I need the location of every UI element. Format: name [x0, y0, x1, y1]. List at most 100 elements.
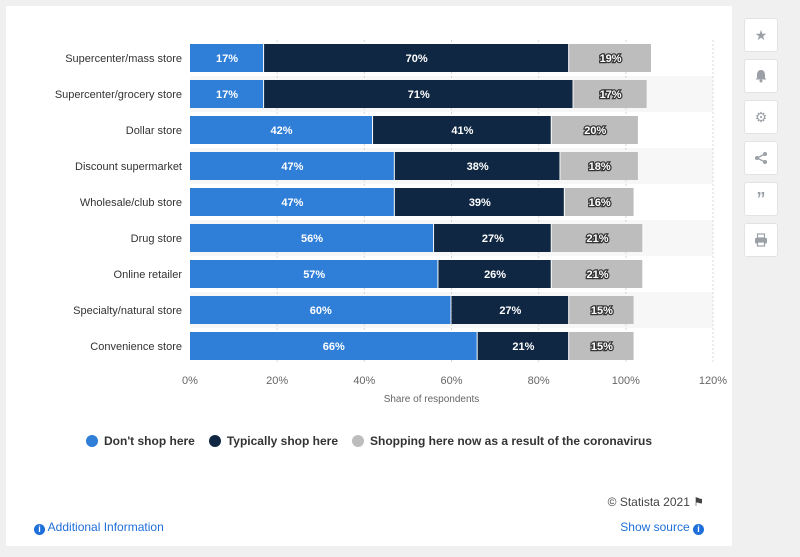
data-label: 17% — [600, 89, 622, 101]
bar-segment — [190, 296, 451, 324]
data-label: 21% — [512, 341, 534, 353]
bar-segment — [477, 332, 569, 360]
category-label: Specialty/natural store — [73, 305, 182, 317]
star-icon: ★ — [754, 26, 768, 43]
bar-segment — [190, 80, 264, 108]
settings-button[interactable]: ⚙ — [744, 100, 778, 134]
legend-label-coronavirus: Shopping here now as a result of the cor… — [370, 434, 653, 448]
legend-dot-typically-shop — [208, 435, 221, 447]
data-label: 15% — [591, 305, 613, 317]
category-label: Supercenter/mass store — [65, 53, 182, 65]
category-label: Online retailer — [114, 269, 183, 281]
star-button[interactable]: ★ — [744, 18, 778, 52]
bar-segment — [560, 152, 638, 180]
data-label: 20% — [584, 125, 606, 137]
x-tick-label: 40% — [353, 375, 375, 387]
cite-button[interactable]: ” — [744, 182, 778, 216]
bar-segment — [569, 296, 634, 324]
data-label: 21% — [586, 269, 608, 281]
additional-info-link[interactable]: i Additional Information — [34, 520, 164, 535]
legend-dot-dont-shop — [86, 435, 98, 447]
data-label: 39% — [469, 197, 491, 209]
quote-icon: ” — [756, 188, 766, 209]
bar-segment — [394, 188, 564, 216]
print-button[interactable] — [744, 223, 778, 257]
show-source-link[interactable]: Show source i — [620, 520, 704, 535]
data-label: 38% — [467, 161, 489, 173]
bar-segment — [264, 44, 569, 72]
bar-segment — [190, 332, 477, 360]
x-axis-label: Share of respondents — [384, 394, 480, 405]
data-label: 47% — [281, 197, 303, 209]
data-label: 15% — [591, 341, 613, 353]
chart-card: 0% 20% 40% 60% 80% 100% 120% Share of responden… — [6, 6, 732, 546]
data-label: 60% — [310, 305, 332, 317]
data-label: 17% — [216, 89, 238, 101]
legend-item-dont-shop[interactable]: Don't shop here — [86, 434, 195, 448]
data-label: 21% — [586, 233, 608, 245]
data-label: 17% — [216, 53, 238, 65]
bar-segment — [551, 224, 643, 252]
category-label: Drug store — [131, 233, 182, 245]
info-icon: i — [34, 524, 45, 535]
bar-segment — [551, 116, 638, 144]
data-label: 41% — [451, 125, 473, 137]
data-label: 19% — [600, 53, 622, 65]
category-label: Dollar store — [126, 125, 182, 137]
data-label: 57% — [303, 269, 325, 281]
x-tick-label: 100% — [612, 375, 640, 387]
category-label: Wholesale/club store — [80, 197, 182, 209]
bar-segment — [451, 296, 569, 324]
stacked-bar-chart: 0% 20% 40% 60% 80% 100% 120% Share of responden… — [55, 40, 727, 405]
notification-button[interactable] — [744, 59, 778, 93]
bar-segment — [190, 224, 434, 252]
category-label: Supercenter/grocery store — [55, 89, 182, 101]
x-tick-label: 20% — [266, 375, 288, 387]
bar-segment — [551, 260, 643, 288]
x-tick-label: 80% — [528, 375, 550, 387]
data-label: 71% — [408, 89, 430, 101]
data-label: 27% — [499, 305, 521, 317]
bar-segment — [569, 44, 651, 72]
legend-label-typically-shop: Typically shop here — [226, 434, 339, 448]
credit-text: © Statista 2021 — [607, 495, 690, 509]
print-icon — [755, 233, 767, 247]
x-tick-label: 0% — [182, 375, 198, 387]
bar-segment — [373, 116, 551, 144]
show-source-label: Show source — [620, 520, 690, 534]
gear-icon: ⚙ — [754, 108, 768, 125]
data-label: 42% — [271, 125, 293, 137]
legend-label-dont-shop: Don't shop here — [104, 434, 195, 448]
bar-segment — [264, 80, 573, 108]
sidebar: ★ ⚙ ” — [744, 18, 782, 264]
data-label: 70% — [406, 53, 428, 65]
share-button[interactable] — [744, 141, 778, 175]
bar-segment — [190, 152, 394, 180]
bar-segment — [438, 260, 551, 288]
additional-info-label: Additional Information — [47, 520, 164, 534]
statista-credit[interactable]: © Statista 2021 ⚑ — [608, 495, 704, 509]
legend-item-coronavirus[interactable]: Shopping here now as a result of the cor… — [352, 434, 652, 448]
legend: Don't shop here Typically shop here Shop… — [86, 434, 652, 448]
bar-segment — [190, 260, 438, 288]
bar-segment — [394, 152, 560, 180]
x-tick-label: 60% — [440, 375, 462, 387]
data-label: 26% — [484, 269, 506, 281]
data-label: 56% — [301, 233, 323, 245]
info-icon: i — [693, 524, 704, 535]
category-label: Convenience store — [90, 341, 182, 353]
category-label: Discount supermarket — [75, 161, 182, 173]
legend-dot-coronavirus — [352, 435, 365, 447]
bar-segment — [564, 188, 634, 216]
bell-icon — [755, 70, 767, 83]
data-label: 47% — [281, 161, 303, 173]
flag-icon: ⚑ — [693, 495, 704, 509]
bar-segment — [569, 332, 634, 360]
data-label: 27% — [482, 233, 504, 245]
legend-item-typically-shop[interactable]: Typically shop here — [208, 434, 339, 448]
x-tick-label: 120% — [699, 375, 727, 387]
data-label: 66% — [323, 341, 345, 353]
data-label: 18% — [589, 161, 611, 173]
bar-segment — [190, 44, 264, 72]
bar-segment — [190, 116, 373, 144]
